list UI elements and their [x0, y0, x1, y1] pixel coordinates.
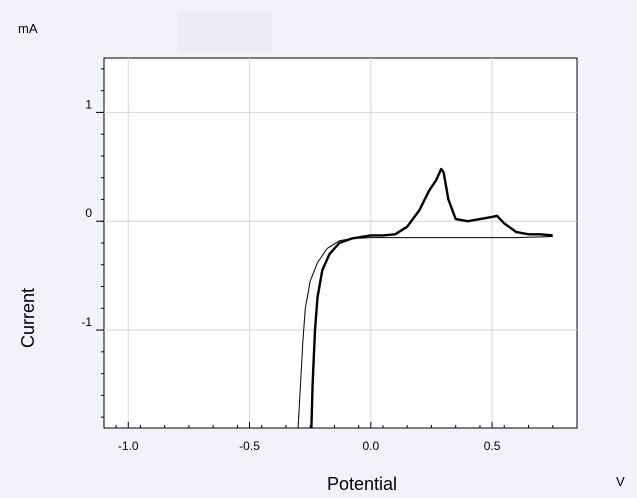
series [297, 167, 553, 428]
series-line-1 [310, 167, 553, 428]
x-tick-label: 0.5 [484, 439, 501, 453]
y-tick-label: 0 [85, 206, 92, 220]
grid [104, 58, 577, 428]
y-unit-label: mA [18, 21, 38, 36]
legend-placeholder [178, 12, 272, 52]
series-line-2 [297, 236, 553, 428]
x-tick-label: -0.5 [239, 439, 260, 453]
ticks [96, 68, 578, 428]
tick-labels: -1.0 -0.5 0.0 0.5 1 0 -1 [81, 97, 500, 453]
y-axis-label: Current [18, 288, 38, 348]
x-unit-label: V [616, 474, 625, 489]
y-tick-label: 1 [85, 97, 92, 111]
x-tick-label: -1.0 [118, 439, 139, 453]
x-tick-label: 0.0 [362, 439, 379, 453]
y-tick-label: -1 [81, 315, 92, 329]
x-axis-label: Potential [327, 474, 397, 494]
